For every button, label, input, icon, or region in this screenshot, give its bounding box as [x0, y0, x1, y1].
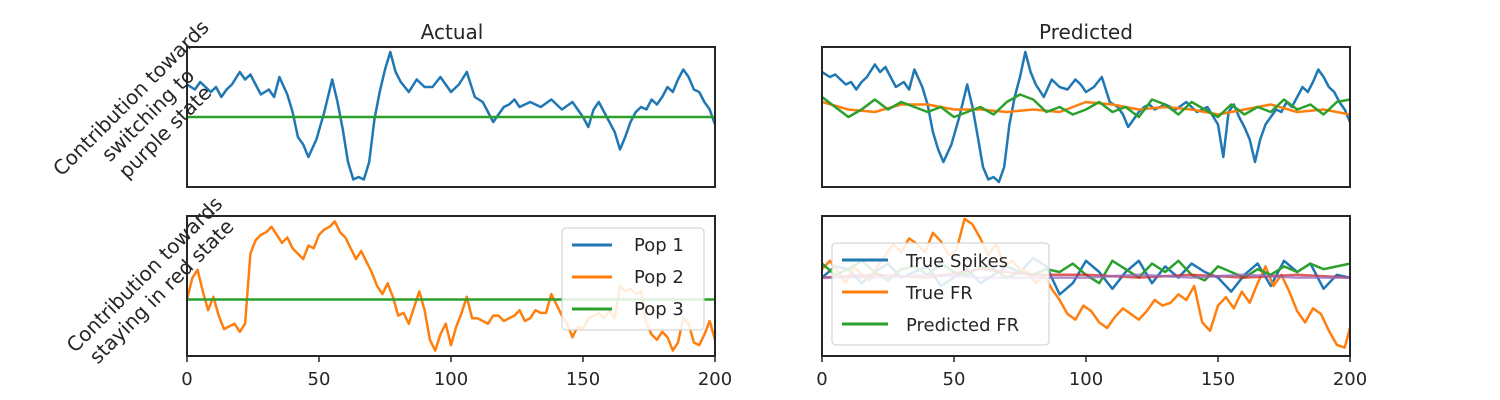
series-line-true-fr-1 [822, 217, 1350, 349]
x-tick-label-0: 0 [816, 369, 827, 390]
panel-actual-top [186, 46, 716, 188]
panel-title-actual: Actual [421, 20, 484, 44]
series-line-true-spikes-0 [822, 50, 1350, 184]
x-tick-label-200: 200 [698, 369, 732, 390]
legend-predicted-frame [831, 242, 1050, 346]
x-tick-label-200: 200 [1333, 369, 1367, 390]
ylabel-bottom: Contribution towards staying in red stat… [62, 192, 239, 369]
x-tick-label-150: 150 [1201, 369, 1235, 390]
legend-predicted-predicted-fr: Predicted FR [906, 315, 1019, 336]
legend-actual-pop3: Pop 3 [634, 299, 684, 320]
ylabel-bottom-line-2: staying in red state [84, 214, 238, 368]
x-tick-label-100: 100 [1069, 369, 1103, 390]
series-line-predicted-fr-2 [822, 93, 1350, 119]
legend-actual: Pop 1 Pop 2 Pop 3 [561, 227, 705, 331]
series-group [822, 50, 1350, 184]
legend-predicted-true-spikes: True Spikes [905, 251, 1008, 272]
x-tick-label-50: 50 [943, 369, 966, 390]
panel-predicted-top [821, 46, 1351, 188]
panel-actual-bottom: 0 50 100 150 200 [181, 215, 732, 390]
x-tick-label-150: 150 [566, 369, 600, 390]
legend-actual-pop1: Pop 1 [634, 235, 684, 256]
x-tick-label-100: 100 [434, 369, 468, 390]
x-tick-label-0: 0 [181, 369, 192, 390]
series-line-pop-1-0 [187, 50, 715, 181]
axes-frame [821, 46, 1351, 188]
legend-predicted: True Spikes True FR Predicted FR [831, 242, 1050, 346]
legend-predicted-true-fr: True FR [905, 283, 973, 304]
legend-actual-pop2: Pop 2 [634, 267, 684, 288]
series-group [187, 50, 715, 181]
x-tick-label-50: 50 [308, 369, 331, 390]
legend-actual-frame [561, 227, 705, 331]
panel-title-predicted: Predicted [1039, 20, 1133, 44]
ylabel-top: Contribution towards switching to purple… [48, 15, 216, 183]
axes-frame [186, 46, 716, 188]
